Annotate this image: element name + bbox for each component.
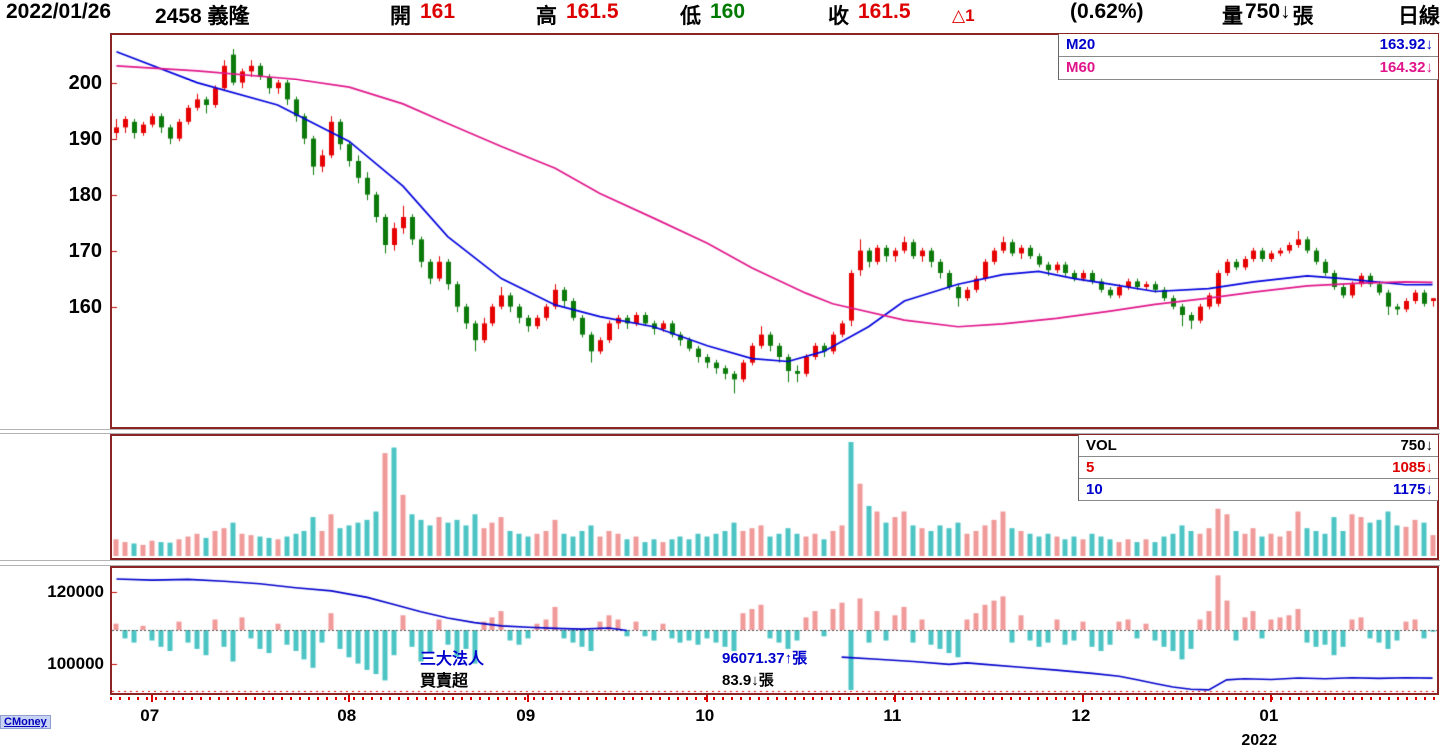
month-label: 09 [516, 706, 536, 725]
month-tick [1082, 695, 1085, 702]
month-tick [706, 695, 709, 702]
price-panel [110, 33, 1439, 429]
inst-y-label-high: 120000 [47, 582, 104, 601]
high-value: 161.5 [566, 0, 619, 23]
low-value: 160 [710, 0, 746, 23]
price-axis-label: 160 [68, 295, 102, 318]
inst-title-line1: 三大法人 [420, 651, 485, 668]
x-axis: 2022 07 08 09 10 11 12 01 [0, 695, 1440, 750]
quote-date: 2022/01/26 [6, 0, 112, 23]
ma-legend: M20 163.92↓ M60 164.32↓ [1058, 34, 1438, 80]
vol-ma5-row: 5 1085↓ [1079, 457, 1438, 479]
m20-label: M20 [1066, 36, 1096, 53]
low-label: 低 [680, 5, 701, 28]
open-label: 開 [390, 5, 411, 28]
stock-id-name: 2458 義隆 [155, 5, 250, 28]
month-label: 11 [883, 706, 902, 725]
m20-value: 163.92↓ [1379, 36, 1433, 53]
open-group: 開 161 [390, 0, 455, 30]
m60-row: M60 164.32↓ [1059, 57, 1438, 80]
volume-group: 量 750↓ 張 [1222, 0, 1314, 30]
month-tick [151, 695, 154, 702]
month-tick [348, 695, 351, 702]
vol-ma10-row: 10 1175↓ [1079, 479, 1438, 501]
period-label: 日線 [1398, 5, 1440, 28]
volume-legend: VOL 750↓ 5 1085↓ 10 1175↓ [1078, 435, 1438, 501]
high-group: 高 161.5 [536, 0, 619, 30]
m60-label: M60 [1066, 59, 1096, 76]
inst-y-label-low: 100000 [47, 654, 104, 673]
volume-value: 750↓ [1245, 0, 1291, 23]
price-axis-label: 200 [68, 71, 102, 94]
change-badge: △1 [952, 6, 975, 25]
change-percent: (0.62%) [1070, 0, 1144, 23]
month-label: 10 [695, 706, 715, 725]
panel-separator[interactable] [0, 560, 1440, 566]
quote-header: 2022/01/26 2458 義隆 開 161 高 161.5 低 160 收… [0, 0, 1440, 32]
close-value: 161.5 [858, 0, 911, 23]
m60-value: 164.32↓ [1379, 59, 1433, 76]
month-tick [527, 695, 530, 702]
vol-ma10-label: 10 [1086, 481, 1103, 498]
x-axis-dotted-line [110, 697, 1439, 700]
cmoney-logo[interactable]: CMoney [0, 715, 51, 729]
holdings-value: 96071.37↑張 [722, 650, 808, 667]
volume-unit: 張 [1292, 5, 1314, 28]
vol-value: 750↓ [1400, 437, 1433, 454]
month-label: 08 [337, 706, 357, 725]
volume-label: 量 [1222, 5, 1243, 28]
institutional-chart-canvas[interactable] [112, 568, 1437, 693]
close-label: 收 [828, 5, 849, 28]
m20-row: M20 163.92↓ [1059, 34, 1438, 57]
month-tick [1270, 695, 1273, 702]
close-group: 收 161.5 [828, 0, 911, 30]
price-axis-label: 170 [68, 239, 102, 262]
month-label: 07 [140, 706, 160, 725]
vol-ma10-value: 1175↓ [1392, 481, 1433, 498]
month-label: 01 [1259, 706, 1279, 725]
institutional-panel [110, 566, 1439, 695]
vol-label: VOL [1086, 437, 1117, 454]
low-group: 低 160 [680, 0, 745, 30]
month-tick [894, 695, 897, 702]
net-value: 83.9↓張 [722, 672, 774, 689]
vol-row: VOL 750↓ [1079, 435, 1438, 457]
price-chart-canvas[interactable] [112, 35, 1437, 427]
year-label: 2022 [1241, 732, 1277, 749]
vol-ma5-label: 5 [1086, 459, 1095, 476]
month-label: 12 [1071, 706, 1091, 725]
open-value: 161 [420, 0, 456, 23]
vol-ma5-value: 1085↓ [1392, 459, 1433, 476]
high-label: 高 [536, 5, 557, 28]
price-axis-label: 180 [68, 183, 102, 206]
inst-title-line2: 買賣超 [420, 673, 469, 690]
price-axis-label: 190 [68, 127, 102, 150]
panel-separator[interactable] [0, 429, 1440, 434]
